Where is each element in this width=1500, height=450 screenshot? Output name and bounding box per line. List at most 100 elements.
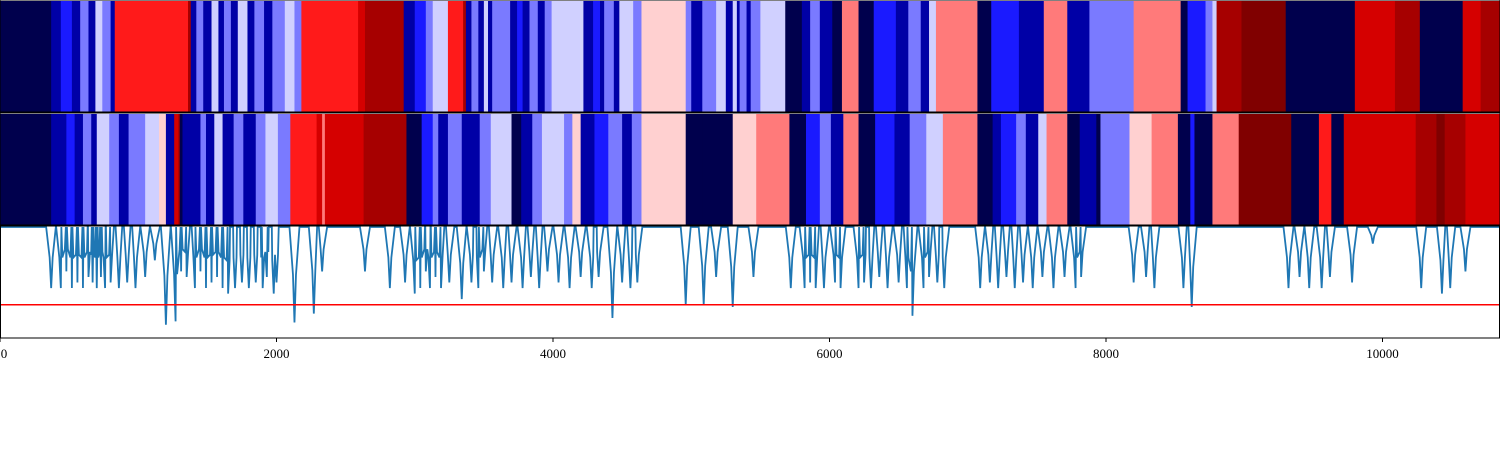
heatmap-cell — [363, 114, 388, 225]
heatmap-cell — [819, 1, 833, 112]
heatmap-cell — [128, 114, 146, 225]
heatmap-cell — [1025, 114, 1039, 225]
heatmap-cell — [521, 114, 533, 225]
heatmap-cell — [1241, 1, 1287, 112]
heatmap-cell — [218, 1, 225, 112]
heatmap-cell — [641, 114, 687, 225]
heatmap-cell — [1436, 114, 1446, 225]
heatmap-cell — [1046, 114, 1068, 225]
heatmap-cell — [200, 114, 207, 225]
line-panel — [0, 226, 1500, 325]
heatmap-cell — [858, 114, 876, 225]
heatmap-cell — [158, 114, 167, 225]
heatmap-cell — [1190, 114, 1196, 225]
heatmap-cell — [785, 1, 803, 112]
heatmap-cell — [716, 1, 727, 112]
heatmap-cell — [284, 1, 296, 112]
heatmap-cell — [1285, 1, 1356, 112]
heatmap-cell — [1096, 114, 1102, 225]
heatmap-cell — [403, 1, 416, 112]
heatmap-cell — [522, 1, 531, 112]
heatmap-cell — [1318, 114, 1332, 225]
heatmap-row-1 — [0, 1, 1500, 112]
heatmap-cell — [488, 1, 493, 112]
heatmap-cell — [830, 114, 844, 225]
heatmap-cell — [483, 1, 489, 112]
heatmap-cell — [74, 114, 84, 225]
heatmap-cell — [529, 1, 539, 112]
heatmap-cell — [732, 114, 757, 225]
heatmap-cell — [991, 1, 1020, 112]
heatmap-cell — [214, 114, 224, 225]
heatmap-cell — [432, 114, 439, 225]
heatmap-cell — [633, 1, 643, 112]
heatmap-cell — [511, 114, 522, 225]
heatmap-cell — [819, 114, 832, 225]
heatmap-cell — [1480, 1, 1500, 112]
heatmap-cell — [894, 114, 911, 225]
heatmap-cell — [1180, 1, 1189, 112]
heatmap-cell — [60, 1, 73, 112]
heatmap-cell — [95, 1, 103, 112]
heatmap-cell — [80, 1, 90, 112]
heatmap-cell — [736, 1, 741, 112]
heatmap-cell — [222, 114, 235, 225]
panel-2-frame — [0, 112, 1500, 226]
heatmap-cell — [1194, 114, 1214, 225]
heatmap-cell — [1444, 114, 1467, 225]
heatmap-cell — [541, 114, 565, 225]
heatmap-cell — [114, 1, 189, 112]
heatmap-cell — [992, 114, 1002, 225]
heatmap-cell — [465, 1, 473, 112]
heatmap-cell — [810, 1, 821, 112]
heatmap-cell — [942, 114, 979, 225]
heatmap-cell — [641, 1, 687, 112]
heatmap-cell — [702, 114, 734, 225]
heatmap-cell — [725, 1, 734, 112]
heatmap-cell — [600, 1, 605, 112]
heatmap-cell — [593, 1, 601, 112]
heatmap-cell — [544, 1, 553, 112]
heatmap-cell — [110, 1, 116, 112]
heatmap-cell — [1018, 1, 1045, 112]
heatmap-cell — [277, 114, 291, 225]
heatmap-cell — [510, 1, 518, 112]
heatmap-row-2 — [0, 114, 1500, 225]
heatmap-cell — [631, 114, 643, 225]
heatmap-cell — [750, 1, 761, 112]
heatmap-cell — [619, 1, 634, 112]
heatmap-cell — [179, 114, 184, 225]
heatmap-cell — [760, 1, 786, 112]
heatmap-cell — [580, 114, 596, 225]
heatmap-cell — [532, 114, 543, 225]
heatmap-cell — [1462, 1, 1482, 112]
heatmap-cell — [211, 1, 220, 112]
heatmap-cell — [145, 114, 160, 225]
heatmap-cell — [1133, 1, 1149, 112]
series-line — [0, 226, 1500, 325]
heatmap-cell — [564, 114, 573, 225]
heatmap-cell — [691, 1, 703, 112]
heatmap-cell — [88, 1, 96, 112]
heatmap-cell — [51, 1, 62, 112]
heatmap-cell — [186, 114, 202, 225]
heatmap-cell — [1151, 114, 1179, 225]
heatmap-cell — [1079, 114, 1097, 225]
heatmap-cell — [1147, 1, 1182, 112]
heatmap-cell — [1415, 114, 1438, 225]
heatmap-cell — [203, 1, 213, 112]
heatmap-cell — [182, 114, 188, 225]
heatmap-cell — [832, 1, 843, 112]
heatmap-cell — [732, 1, 738, 112]
heatmap-cell — [96, 114, 110, 225]
x-tick-label: 6000 — [816, 346, 842, 361]
heatmap-cell — [926, 114, 944, 225]
heatmap-cell — [272, 1, 286, 112]
heatmap-cell — [1067, 1, 1090, 112]
heatmap-cell — [237, 1, 249, 112]
heatmap-cell — [746, 1, 752, 112]
heatmap-cell — [490, 114, 513, 225]
heatmap-cell — [230, 1, 239, 112]
heatmap-cell — [290, 114, 318, 225]
x-tick-label: 0 — [1, 346, 8, 361]
